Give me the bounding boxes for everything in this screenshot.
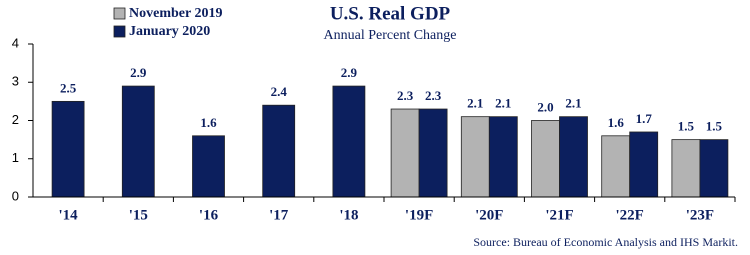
legend-swatch xyxy=(113,7,126,20)
value-label: 1.5 xyxy=(678,119,695,134)
value-label: 1.7 xyxy=(636,111,653,126)
bar xyxy=(629,131,659,198)
x-tick-label: '20F xyxy=(475,207,503,223)
source-note: Source: Bureau of Economic Analysis and … xyxy=(473,235,738,249)
bar xyxy=(121,85,155,198)
value-label: 2.1 xyxy=(495,96,511,111)
x-tick-label: '18 xyxy=(339,207,358,223)
value-label: 1.6 xyxy=(200,115,217,130)
y-tick-label: 4 xyxy=(12,35,19,50)
value-label: 2.1 xyxy=(565,96,581,111)
value-label: 2.3 xyxy=(425,88,442,103)
value-label: 2.3 xyxy=(397,88,414,103)
x-tick-label: '14 xyxy=(59,207,79,223)
value-label: 2.4 xyxy=(271,84,288,99)
value-label: 2.1 xyxy=(467,96,483,111)
bar xyxy=(488,116,518,198)
y-tick-label: 0 xyxy=(12,188,19,203)
value-label: 1.6 xyxy=(608,115,625,130)
bar xyxy=(699,139,729,198)
x-tick-label: '16 xyxy=(199,207,219,223)
value-label: 2.5 xyxy=(60,80,77,95)
x-tick-label: '22F xyxy=(616,207,644,223)
value-label: 2.9 xyxy=(341,65,358,80)
legend-label: November 2019 xyxy=(129,6,222,21)
value-label: 2.0 xyxy=(537,99,553,114)
x-tick-label: '21F xyxy=(545,207,573,223)
y-tick-label: 3 xyxy=(12,74,19,89)
value-label: 1.5 xyxy=(706,119,723,134)
bar xyxy=(601,135,631,198)
legend-label: January 2020 xyxy=(129,24,210,39)
value-label: 2.9 xyxy=(130,65,147,80)
x-tick-label: '23F xyxy=(686,207,714,223)
bar xyxy=(390,108,420,198)
bar xyxy=(531,120,560,198)
chart-title: U.S. Real GDP xyxy=(330,3,451,24)
bar xyxy=(51,100,85,198)
legend-swatch xyxy=(113,25,126,38)
x-tick-label: '17 xyxy=(269,207,289,223)
x-tick-label: '15 xyxy=(129,207,148,223)
bar xyxy=(262,104,296,198)
chart-subtitle: Annual Percent Change xyxy=(324,28,457,43)
bar xyxy=(418,108,448,198)
y-tick-label: 2 xyxy=(12,112,19,127)
bar xyxy=(332,85,366,198)
bar xyxy=(559,116,588,198)
y-tick-label: 1 xyxy=(12,150,19,165)
x-tick-label: '19F xyxy=(405,207,433,223)
bar xyxy=(460,116,490,198)
bar xyxy=(192,135,225,198)
bar xyxy=(671,139,701,198)
